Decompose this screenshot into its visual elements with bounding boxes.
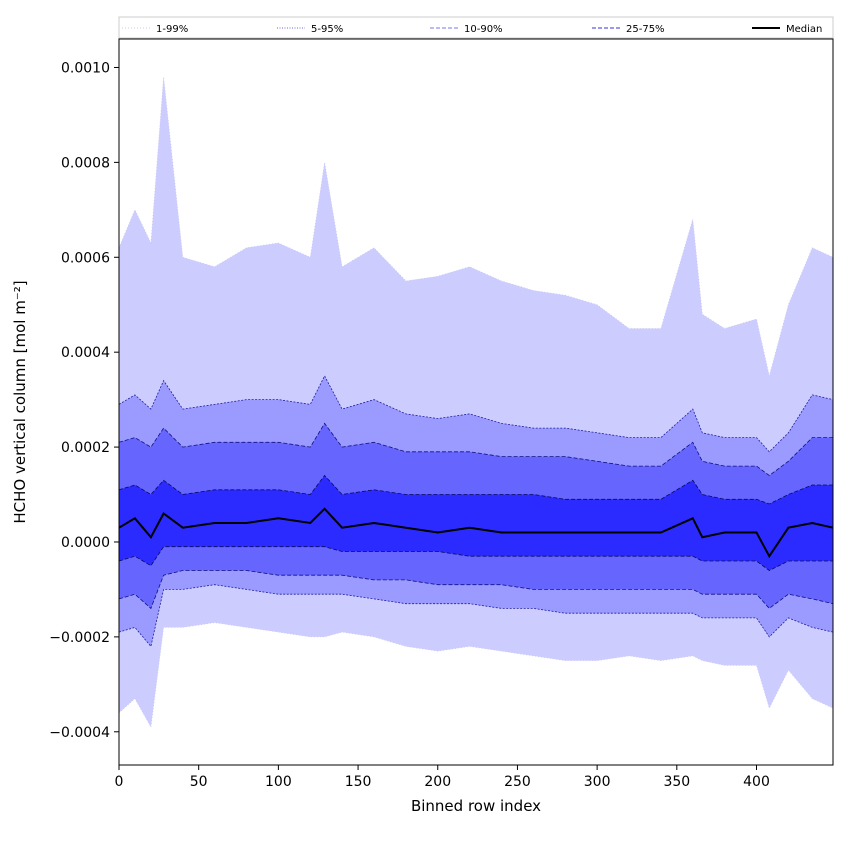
y-axis-label: HCHO vertical column [mol m⁻²]	[11, 280, 29, 523]
line-5-95%-upper	[118, 375, 834, 453]
x-tick-label: 50	[190, 774, 208, 790]
y-axis: −0.0004 −0.0002 0.0000 0.0002 0.0004 0.0006 0.…	[49, 60, 119, 741]
line-10-90%-upper	[118, 422, 833, 476]
legend-label: Median	[786, 24, 822, 35]
y-tick-label: 0.0006	[61, 250, 110, 266]
legend-box	[118, 16, 834, 39]
line-5-95%-lower	[118, 584, 834, 648]
band-1-99%	[119, 77, 833, 727]
legend-label: 5-95%	[311, 24, 343, 35]
x-tick-label: 200	[424, 774, 451, 790]
x-tick-label: 400	[743, 774, 770, 790]
x-tick-label: 250	[504, 774, 531, 790]
line-1-99%-upper	[118, 76, 834, 377]
legend-label: 25-75%	[626, 24, 665, 35]
legend: 1-99% 5-95% 10-90% 25-75% Median	[118, 16, 834, 39]
x-axis: 0 50 100 150 200 250 300 350 400	[115, 765, 770, 790]
legend-label: 1-99%	[156, 24, 188, 35]
x-tick-label: 150	[345, 774, 372, 790]
y-tick-label: −0.0002	[49, 630, 110, 646]
line-10-90%-lower	[118, 570, 834, 610]
y-tick-label: 0.0010	[61, 60, 110, 76]
x-tick-label: 0	[115, 774, 124, 790]
y-tick-label: 0.0008	[61, 155, 110, 171]
x-tick-label: 300	[584, 774, 611, 790]
x-tick-label: 100	[265, 774, 292, 790]
plot-frame	[118, 38, 834, 766]
y-tick-label: 0.0004	[61, 345, 110, 361]
x-tick-label: 350	[663, 774, 690, 790]
line-25-75%-lower	[118, 546, 833, 571]
y-tick-label: −0.0004	[49, 725, 110, 741]
percentile-bands	[119, 77, 833, 727]
line-25-75%-upper	[118, 474, 833, 505]
band-25-75%	[119, 475, 833, 571]
median-line	[118, 507, 834, 559]
y-tick-label: 0.0000	[61, 535, 110, 551]
y-tick-label: 0.0002	[61, 440, 110, 456]
x-axis-label: Binned row index	[411, 797, 541, 815]
percentile-lines	[118, 76, 834, 729]
legend-label: 10-90%	[464, 24, 503, 35]
